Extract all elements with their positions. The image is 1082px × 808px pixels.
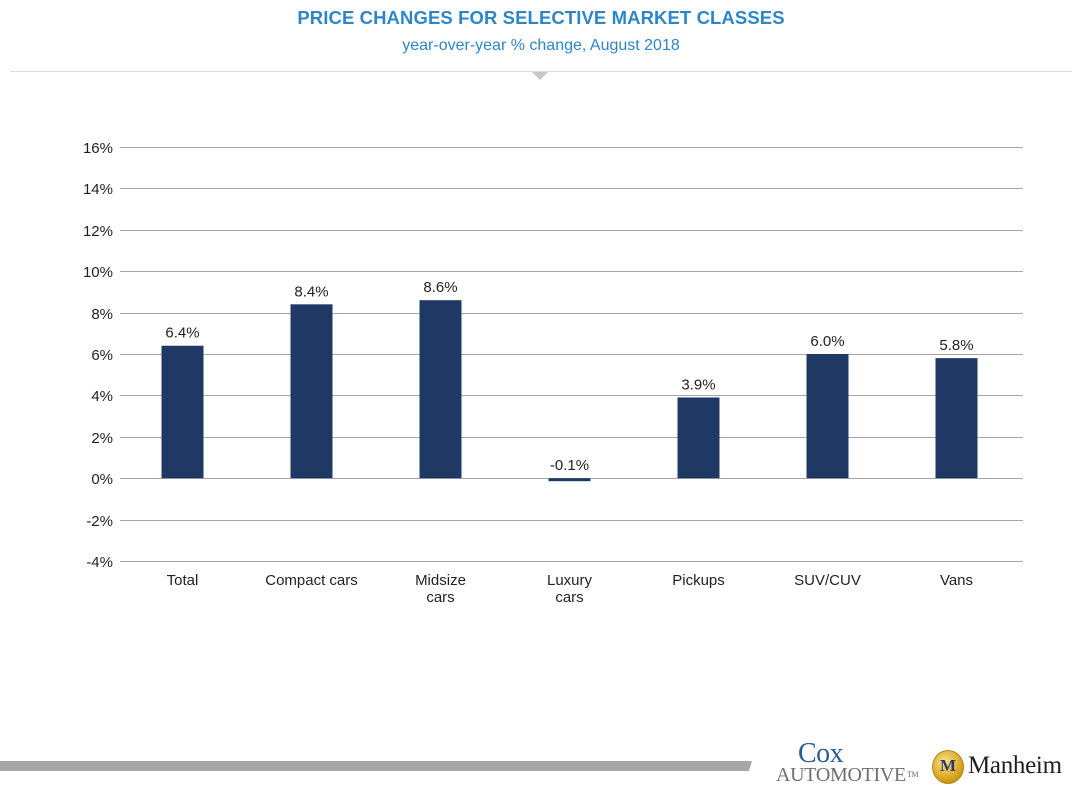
cox-logo-automotive: Automotive xyxy=(776,764,906,786)
manheim-wordmark: Manheim xyxy=(968,752,1062,779)
bar xyxy=(806,354,849,479)
x-tick-label: Midsize cars xyxy=(415,572,466,606)
y-tick-label: 4% xyxy=(91,388,113,405)
bar-chart: 16% 14% 12% 10% 8% 6% 4% 2% 0% -2% -4% 6.4% 8.4% 8.6… xyxy=(83,140,1023,606)
x-tick-label: Total xyxy=(167,572,199,589)
data-label: 6.4% xyxy=(165,325,199,342)
footer-bar xyxy=(0,761,752,771)
y-axis-tick-labels: 16% 14% 12% 10% 8% 6% 4% 2% 0% -2% -4% xyxy=(83,140,113,571)
manheim-logo: M Manheim xyxy=(928,746,1078,790)
manheim-badge-letter: M xyxy=(939,756,957,775)
bar xyxy=(935,358,978,479)
x-tick-label: Compact cars xyxy=(265,572,358,589)
y-tick-label: 8% xyxy=(91,306,113,323)
y-tick-label: 0% xyxy=(91,471,113,488)
bar xyxy=(419,300,462,479)
bar xyxy=(548,478,591,482)
gridlines xyxy=(120,147,1023,562)
x-tick-label: Vans xyxy=(940,572,973,589)
y-tick-label: 2% xyxy=(91,430,113,447)
chart-title: PRICE CHANGES FOR SELECTIVE MARKET CLASS… xyxy=(297,7,785,28)
y-tick-label: 14% xyxy=(83,181,113,198)
y-tick-label: 16% xyxy=(83,140,113,157)
data-label: 3.9% xyxy=(681,376,715,393)
y-tick-label: -2% xyxy=(86,513,113,530)
data-label: -0.1% xyxy=(550,457,589,474)
bar xyxy=(290,304,333,479)
data-labels: 6.4% 8.4% 8.6% -0.1% 3.9% 6.0% 5.8% xyxy=(165,279,973,474)
bar xyxy=(161,345,204,479)
x-tick-label: Pickups xyxy=(672,572,725,589)
bar xyxy=(677,397,720,479)
chevron-down-icon xyxy=(532,72,548,80)
cox-automotive-logo: Cox AutomotiveTM xyxy=(776,738,919,790)
chart-subtitle: year-over-year % change, August 2018 xyxy=(402,37,680,54)
x-axis-tick-labels: Total Compact cars Midsize cars Luxury cars Pi… xyxy=(167,572,973,606)
y-tick-label: 10% xyxy=(83,264,113,281)
y-tick-label: 12% xyxy=(83,223,113,240)
header-divider xyxy=(10,71,1072,72)
trademark-symbol: TM xyxy=(906,770,919,779)
data-label: 8.4% xyxy=(294,283,328,300)
cox-logo-line2: AutomotiveTM xyxy=(776,764,919,787)
bars xyxy=(161,300,978,482)
data-label: 6.0% xyxy=(810,333,844,350)
manheim-badge-icon: M xyxy=(932,750,964,784)
y-tick-label: -4% xyxy=(86,554,113,571)
data-label: 5.8% xyxy=(939,337,973,354)
cox-logo-line1: Cox xyxy=(798,738,844,769)
y-tick-label: 6% xyxy=(91,347,113,364)
x-tick-label: Luxury cars xyxy=(547,572,593,606)
data-label: 8.6% xyxy=(423,279,457,296)
x-tick-label: SUV/CUV xyxy=(794,572,861,589)
